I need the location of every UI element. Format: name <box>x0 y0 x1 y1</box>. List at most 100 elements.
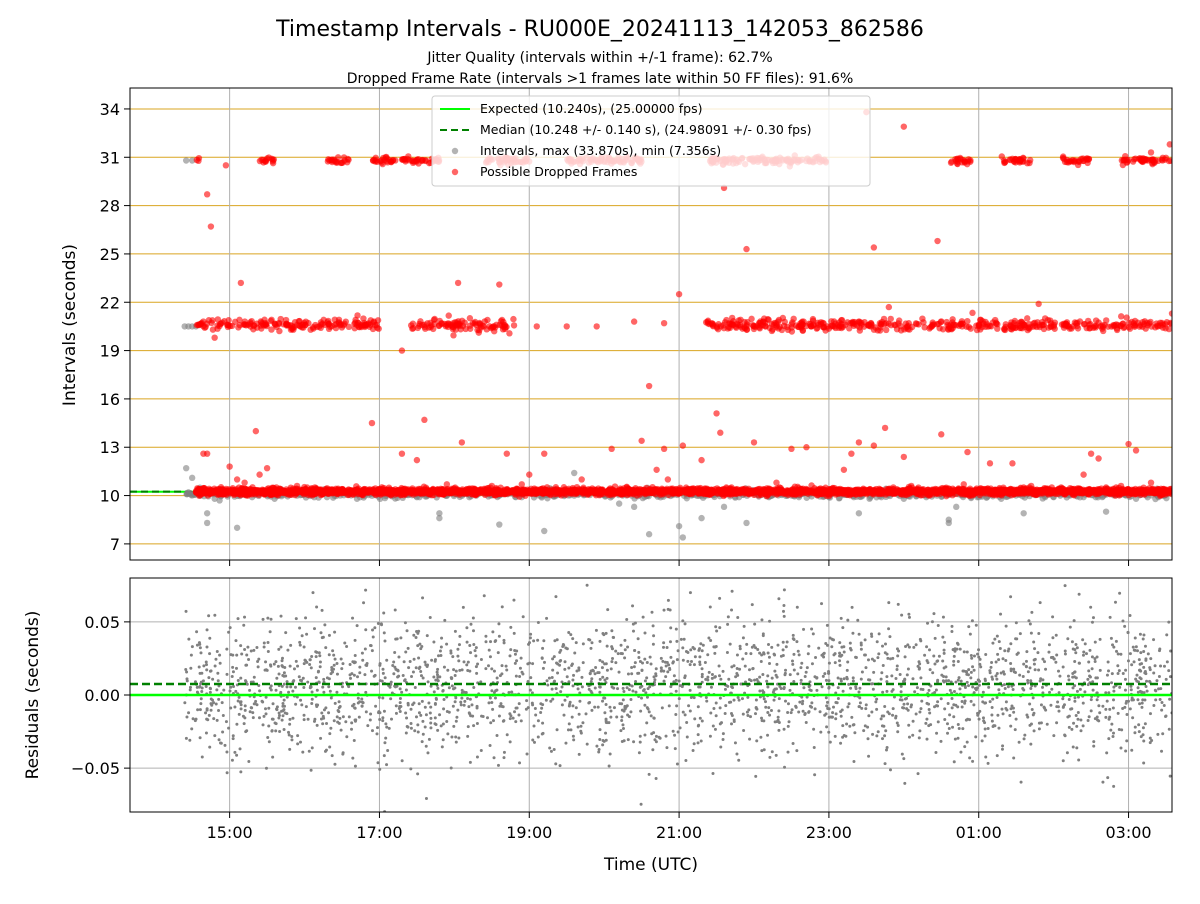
dropped-frame-point <box>333 321 339 327</box>
y-tick-label: 28 <box>100 197 120 216</box>
dropped-frame-point <box>1146 320 1152 326</box>
dropped-frame-point <box>964 161 970 167</box>
dropped-frame-point <box>361 320 367 326</box>
dropped-frame-point <box>729 320 735 326</box>
y-tick-label: 16 <box>100 390 120 409</box>
dropped-frame-point <box>370 326 376 332</box>
dropped-frame-point <box>270 160 276 166</box>
dropped-frame-point <box>849 320 855 326</box>
dropped-frame-point <box>292 319 298 325</box>
dropped-frame-point <box>1120 162 1126 168</box>
dropped-frame-point <box>1024 160 1030 166</box>
dropped-frame-point <box>1159 157 1165 163</box>
dropped-frame-point <box>969 310 975 316</box>
dropped-frame-point <box>380 155 386 161</box>
dropped-frame-point <box>927 324 933 330</box>
dropped-frame-point <box>973 323 979 329</box>
interval-point <box>631 504 637 510</box>
dropped-frame-point <box>310 325 316 331</box>
dropped-frame-point <box>346 324 352 330</box>
dropped-frame-point <box>896 317 902 323</box>
dropped-frame-point <box>715 321 721 327</box>
dropped-frame-point <box>1010 324 1016 330</box>
dropped-frame-point <box>1070 157 1076 163</box>
interval-point <box>204 510 210 516</box>
interval-point <box>680 534 686 540</box>
dropped-frame-point <box>376 325 382 331</box>
dropped-frame-point <box>1061 325 1067 331</box>
interval-point <box>1020 510 1026 516</box>
dropped-frame-point <box>856 318 862 324</box>
y-tick-label: 10 <box>100 487 120 506</box>
dropped-frame-point <box>1099 325 1105 331</box>
dropped-frame-point <box>484 326 490 332</box>
dropped-frame-point <box>943 319 949 325</box>
dropped-frame-point <box>276 328 282 334</box>
interval-point <box>185 489 191 495</box>
dropped-frame-point <box>1136 156 1142 162</box>
y-tick-label: 19 <box>100 342 120 361</box>
dropped-frame-point <box>776 317 782 323</box>
dropped-frame-point <box>276 320 282 326</box>
dropped-frame-point <box>810 318 816 324</box>
dropped-frame-point <box>1024 315 1030 321</box>
interval-point <box>721 504 727 510</box>
dropped-frame-point <box>888 316 894 322</box>
chart-subtitle-dropped: Dropped Frame Rate (intervals >1 frames … <box>347 71 854 87</box>
dropped-frame-point <box>416 323 422 329</box>
interval-point <box>189 475 195 481</box>
dropped-frame-point <box>1123 314 1129 320</box>
dropped-frame-point <box>723 317 729 323</box>
dropped-frame-point <box>325 321 331 327</box>
interval-point <box>541 528 547 534</box>
y-tick-label: 34 <box>100 100 120 119</box>
dropped-frame-point <box>329 157 335 163</box>
y-tick-label: 31 <box>100 148 120 167</box>
interval-point <box>616 500 622 506</box>
dropped-frame-point <box>1093 317 1099 323</box>
dropped-frame-point <box>1068 325 1074 331</box>
dropped-frame-point <box>735 322 741 328</box>
interval-point <box>676 523 682 529</box>
dropped-frame-point <box>940 326 946 332</box>
interval-point <box>204 520 210 526</box>
interval-point <box>436 515 442 521</box>
y-tick-label: 22 <box>100 293 120 312</box>
dropped-frame-point <box>985 323 991 329</box>
interval-point <box>183 465 189 471</box>
dropped-frame-point <box>415 160 421 166</box>
dropped-frame-point <box>214 326 220 332</box>
dropped-frame-point <box>215 316 221 322</box>
dropped-frame-point <box>741 324 747 330</box>
dropped-frame-point <box>1020 155 1026 161</box>
dropped-frame-point <box>243 322 249 328</box>
dropped-frame-point <box>1110 322 1116 328</box>
interval-point <box>946 520 952 526</box>
dropped-frame-point <box>951 322 957 328</box>
dropped-frame-point <box>373 155 379 161</box>
dropped-frame-point <box>936 321 942 327</box>
dropped-frame-point <box>751 323 757 329</box>
dropped-frame-point <box>1052 326 1058 332</box>
dropped-frame-point <box>403 157 409 163</box>
interval-point <box>183 157 189 163</box>
interval-point <box>496 521 502 527</box>
dropped-frame-point <box>913 320 919 326</box>
dropped-frame-point <box>832 320 838 326</box>
dropped-frame-point <box>450 332 456 338</box>
dropped-frame-point <box>339 324 345 330</box>
dropped-frame-point <box>260 157 266 163</box>
dropped-frame-point <box>1001 157 1007 163</box>
dropped-frame-point <box>302 322 308 328</box>
dropped-frame-point <box>906 320 912 326</box>
dropped-frame-point <box>710 322 716 328</box>
dropped-frame-point <box>283 321 289 327</box>
dropped-frame-point <box>467 315 473 321</box>
dropped-frame-point <box>797 320 803 326</box>
dropped-frame-point <box>920 319 926 325</box>
y-tick-label: 25 <box>100 245 120 264</box>
dropped-frame-point <box>437 318 443 324</box>
dropped-frame-point <box>511 322 517 328</box>
interval-point <box>856 510 862 516</box>
